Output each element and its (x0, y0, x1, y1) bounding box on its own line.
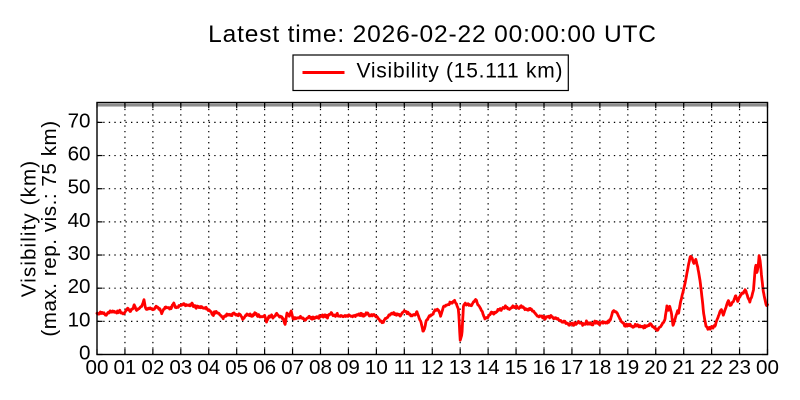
svg-text:60: 60 (68, 143, 91, 166)
svg-text:13: 13 (449, 356, 472, 379)
svg-text:21: 21 (672, 356, 695, 379)
svg-text:(max. rep. vis.: 75 km): (max. rep. vis.: 75 km) (38, 120, 61, 336)
svg-text:12: 12 (421, 356, 444, 379)
svg-text:19: 19 (616, 356, 639, 379)
svg-text:40: 40 (68, 209, 91, 232)
svg-text:30: 30 (68, 242, 91, 265)
svg-text:10: 10 (68, 308, 91, 331)
svg-text:04: 04 (197, 356, 220, 379)
svg-text:07: 07 (281, 356, 304, 379)
svg-text:06: 06 (253, 356, 276, 379)
svg-text:Latest time: 2026-02-22 00:00:: Latest time: 2026-02-22 00:00:00 UTC (208, 21, 657, 48)
svg-text:16: 16 (533, 356, 556, 379)
svg-text:50: 50 (68, 176, 91, 199)
svg-text:20: 20 (68, 275, 91, 298)
svg-text:14: 14 (477, 356, 500, 379)
svg-text:01: 01 (113, 356, 136, 379)
svg-text:11: 11 (394, 356, 415, 379)
svg-text:05: 05 (225, 356, 248, 379)
svg-text:00: 00 (756, 356, 779, 379)
svg-text:17: 17 (560, 356, 583, 379)
svg-text:23: 23 (728, 356, 751, 379)
svg-text:03: 03 (169, 356, 192, 379)
svg-text:Visibility (15.111 km): Visibility (15.111 km) (357, 60, 564, 83)
svg-text:02: 02 (141, 356, 164, 379)
svg-text:08: 08 (309, 356, 332, 379)
svg-text:0: 0 (79, 342, 90, 365)
svg-text:18: 18 (588, 356, 611, 379)
svg-text:22: 22 (700, 356, 723, 379)
svg-text:20: 20 (644, 356, 667, 379)
svg-text:00: 00 (86, 356, 109, 379)
svg-text:09: 09 (337, 356, 360, 379)
svg-text:Visibility (km): Visibility (km) (18, 160, 41, 297)
svg-text:70: 70 (68, 109, 91, 132)
svg-text:15: 15 (505, 356, 528, 379)
svg-text:10: 10 (365, 356, 388, 379)
